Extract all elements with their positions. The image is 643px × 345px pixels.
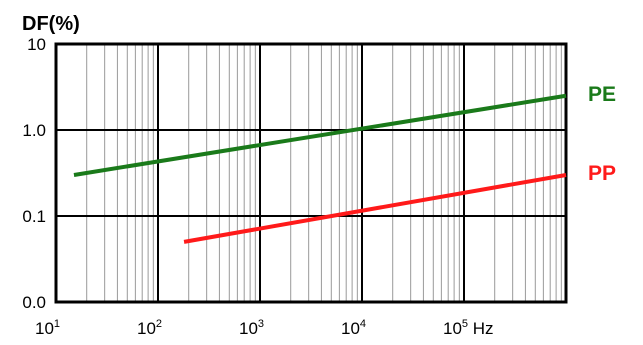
minor-grid <box>86 44 562 302</box>
series-labels: PE PP <box>588 83 616 185</box>
y-tick-label: 10 <box>27 35 46 54</box>
series-label-pp: PP <box>588 162 616 185</box>
series-lines <box>73 93 567 244</box>
x-tick-label: 105 Hz <box>443 318 494 338</box>
series-label-pe: PE <box>588 83 616 106</box>
major-grid <box>56 44 566 302</box>
y-tick-label: 0.0 <box>22 293 46 312</box>
series-line-pp <box>183 172 567 244</box>
y-tick-label: 1.0 <box>22 121 46 140</box>
x-tick-label: 104 <box>341 318 366 338</box>
x-axis-ticks: 101 102 103 104 105 Hz <box>35 318 494 338</box>
x-tick-label: 102 <box>137 318 162 338</box>
y-axis-ticks: 10 1.0 0.1 0.0 <box>22 35 46 312</box>
x-tick-label: 101 <box>35 318 60 338</box>
x-tick-label: 103 <box>239 318 264 338</box>
chart-title: DF(%) <box>22 13 80 35</box>
series-line-pe <box>73 93 567 177</box>
plot-frame <box>54 42 568 304</box>
y-tick-label: 0.1 <box>22 207 46 226</box>
